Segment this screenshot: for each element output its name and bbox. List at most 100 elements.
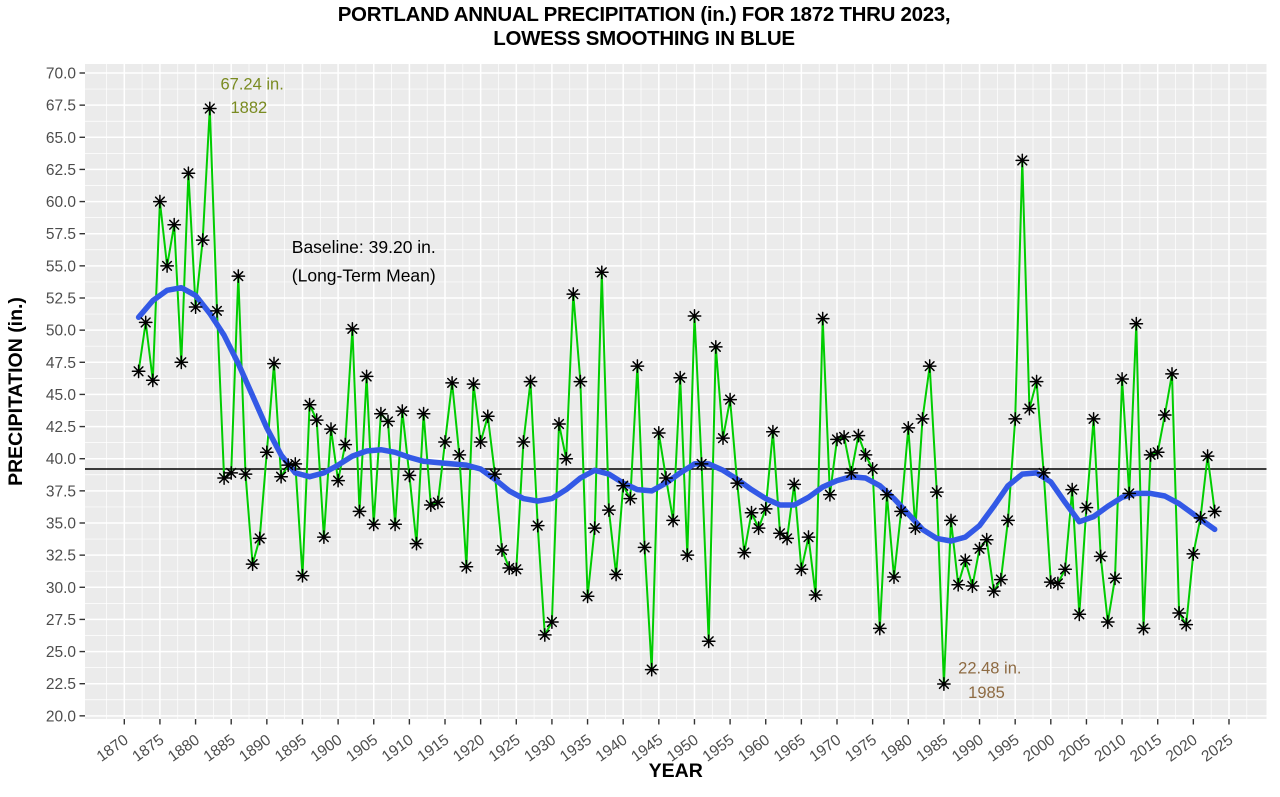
data-point-marker (972, 541, 987, 556)
data-point-marker (523, 374, 538, 389)
data-point-marker (587, 521, 602, 536)
data-point-marker (915, 411, 930, 426)
data-point-marker (459, 559, 474, 574)
data-point-marker (936, 677, 951, 691)
y-tick-label: 20.0 (46, 708, 77, 725)
data-point-marker (1207, 504, 1222, 519)
min-annotation-value-label: 22.48 in. (958, 659, 1021, 677)
data-point-marker (822, 487, 837, 502)
data-point-marker (1036, 465, 1051, 480)
data-point-marker (1143, 447, 1158, 462)
chart-title-line2: LOWESS SMOOTHING IN BLUE (493, 27, 794, 50)
data-point-marker (951, 577, 966, 592)
data-point-marker (309, 413, 324, 428)
data-point-marker (1093, 549, 1108, 564)
data-point-marker (259, 445, 274, 460)
data-point-marker (1157, 408, 1172, 422)
data-point-marker (737, 545, 752, 560)
data-point-marker (922, 359, 937, 374)
data-point-marker (616, 478, 631, 493)
data-point-marker (281, 458, 296, 473)
data-point-marker (879, 487, 894, 502)
data-point-marker (366, 517, 381, 532)
data-point-marker (694, 456, 709, 471)
data-point-marker (659, 471, 673, 485)
data-point-marker (138, 315, 153, 330)
data-point-marker (858, 447, 873, 462)
data-point-marker (181, 166, 196, 181)
y-tick-label: 27.5 (46, 612, 76, 629)
y-tick-label: 32.5 (46, 548, 76, 565)
data-point-marker (1193, 510, 1208, 525)
data-point-marker (1001, 513, 1015, 528)
y-tick-label: 57.5 (46, 226, 76, 243)
data-point-marker (1008, 411, 1023, 426)
data-point-marker (245, 557, 260, 572)
data-point-marker (830, 432, 844, 447)
annual-precip-line (137, 107, 1216, 685)
data-point-marker (801, 530, 816, 545)
data-point-marker (288, 456, 303, 471)
data-point-marker (152, 194, 167, 209)
data-point-marker (1086, 411, 1101, 426)
data-point-marker (837, 429, 852, 444)
data-point-marker (887, 570, 901, 584)
data-point-marker (1108, 571, 1122, 586)
data-point-marker (195, 233, 210, 248)
data-point-marker (552, 417, 566, 431)
y-tick-label: 60.0 (46, 194, 77, 211)
data-point-marker (167, 217, 182, 232)
y-tick-label: 30.0 (46, 580, 77, 597)
data-point-marker (573, 374, 588, 389)
data-point-marker (302, 397, 317, 412)
data-point-marker (252, 531, 267, 546)
data-point-marker (744, 505, 759, 520)
data-point-marker (651, 426, 666, 440)
data-point-marker (1136, 621, 1151, 636)
data-point-marker (580, 589, 595, 604)
data-point-marker (402, 468, 417, 483)
data-point-marker (787, 477, 802, 492)
data-point-marker (865, 462, 880, 476)
y-tick-label: 42.5 (46, 419, 76, 436)
data-point-marker (487, 467, 502, 482)
data-point-marker (530, 518, 545, 533)
y-tick-label: 65.0 (46, 130, 77, 147)
data-point-marker (231, 269, 246, 284)
data-point-marker (758, 501, 773, 516)
data-point-marker (202, 101, 217, 116)
data-point-marker (316, 530, 331, 545)
min-annotation-year-label: 1985 (968, 684, 1005, 702)
data-point-marker (274, 469, 289, 484)
data-point-marker (1058, 562, 1073, 577)
chart-title-line1: PORTLAND ANNUAL PRECIPITATION (in.) FOR … (338, 3, 951, 26)
max-annotation-value-label: 67.24 in. (221, 76, 284, 94)
data-point-marker (666, 513, 681, 528)
data-point-marker (466, 377, 481, 392)
data-point-marker (1072, 607, 1087, 622)
data-point-marker (131, 364, 146, 379)
data-point-marker (338, 437, 353, 452)
data-point-marker (730, 476, 745, 491)
y-tick-label: 52.5 (46, 290, 76, 307)
data-point-marker (516, 435, 531, 449)
data-point-marker (473, 435, 488, 449)
data-point-marker (723, 392, 738, 407)
y-tick-label: 35.0 (46, 515, 77, 532)
data-point-marker (894, 504, 909, 519)
data-point-marker (566, 287, 581, 302)
data-point-marker (844, 465, 859, 480)
max-annotation-year-label: 1882 (231, 99, 268, 117)
data-point-marker (559, 451, 574, 466)
data-point-marker (773, 526, 787, 541)
data-point-marker (537, 627, 552, 642)
data-point-marker (958, 553, 973, 568)
data-point-marker (1122, 486, 1137, 501)
data-point-marker (701, 634, 716, 649)
data-point-marker (373, 406, 388, 421)
data-point-marker (979, 532, 994, 547)
data-point-marker (929, 485, 944, 500)
baseline-label-line2: (Long-Term Mean) (292, 265, 436, 285)
max-annotation: 67.24 in. 1882 (221, 76, 284, 117)
